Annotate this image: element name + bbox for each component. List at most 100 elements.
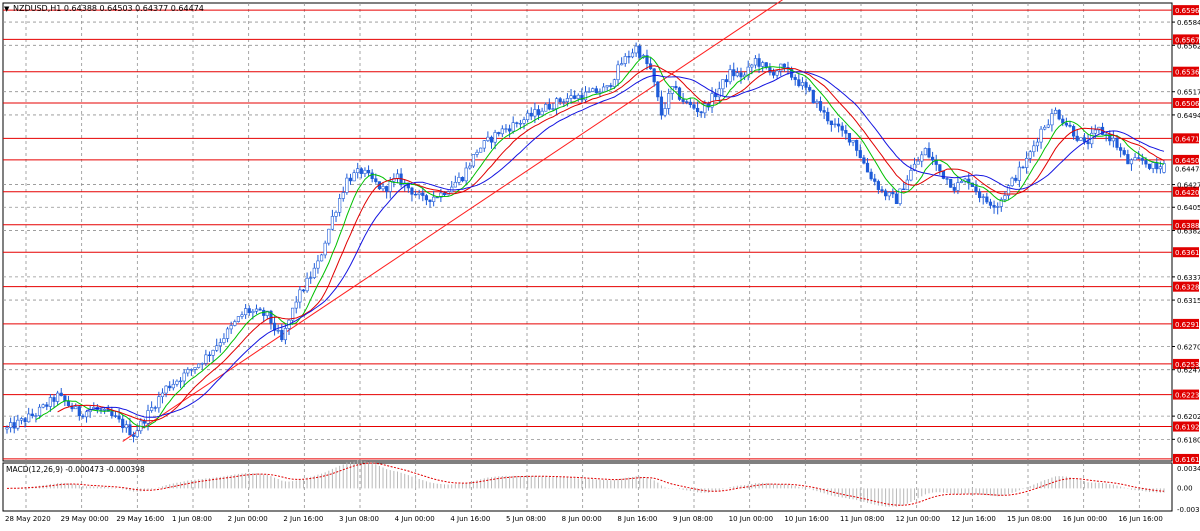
candle-body (873, 178, 877, 182)
candle-body (757, 58, 761, 67)
candle-body (923, 148, 927, 156)
dropdown-icon[interactable]: ▼ (4, 5, 10, 13)
candle-body (558, 98, 562, 103)
candle-body (732, 69, 736, 77)
candle-body (417, 192, 421, 196)
candle-body (949, 178, 953, 188)
candle-body (19, 418, 24, 421)
candle-body (1050, 113, 1054, 126)
candle-body (616, 64, 620, 81)
candle-body (385, 186, 389, 192)
candle-body (1035, 141, 1040, 147)
candle-body (189, 369, 193, 371)
candle-body (479, 147, 483, 153)
candle-body (956, 182, 960, 191)
level-price-tag (1173, 318, 1199, 329)
candle-body (52, 397, 56, 402)
candle-body (482, 140, 486, 149)
level-price-tag (1173, 66, 1199, 77)
level-price-tag (1173, 358, 1199, 369)
candle-body (247, 308, 251, 313)
candle-body (1158, 166, 1162, 170)
trendline[interactable] (122, 0, 792, 442)
candle-body (840, 125, 844, 131)
candle-body (829, 120, 833, 126)
candle-body (865, 162, 870, 173)
candle-body (851, 139, 855, 143)
level-price-label: 0.65677 (1175, 36, 1200, 44)
candle-body (1010, 177, 1014, 186)
macd-plot-area[interactable] (2, 462, 1173, 512)
candle-body (16, 419, 20, 429)
candle-body (171, 383, 175, 389)
candle-body (634, 45, 638, 54)
candle-body (1115, 137, 1119, 148)
candle-body (645, 55, 649, 65)
candle-body (826, 111, 830, 122)
moving-average-line (86, 71, 1165, 418)
candle-body (858, 150, 862, 159)
candle-body (891, 192, 895, 195)
macd-signal-line (6, 462, 1165, 506)
candle-body (182, 372, 186, 382)
candle-body (750, 64, 754, 68)
candle-body (251, 310, 255, 313)
horizontal-levels[interactable]: 0.65961 0.65677 0.65364 0.65061 0.64718 0.645… (3, 5, 1200, 464)
candle-body (970, 182, 974, 187)
candle-body (200, 363, 204, 365)
candle-body (178, 380, 183, 383)
candle-body (1061, 118, 1065, 124)
candle-body (656, 81, 660, 98)
candle-body (204, 354, 208, 364)
candle-body (526, 112, 530, 121)
candle-body (782, 63, 786, 68)
candle-body (442, 192, 447, 196)
candle-body (301, 289, 306, 292)
candle-body (674, 86, 678, 89)
candle-body (294, 301, 298, 309)
candle-body (283, 328, 288, 341)
candle-body (902, 188, 906, 191)
candle-body (160, 392, 165, 398)
candle-body (609, 85, 613, 87)
time-axis-label: 5 Jun 08:00 (506, 515, 546, 523)
candle-body (659, 96, 664, 116)
time-axis-label: 11 Jun 08:00 (840, 515, 884, 523)
candle-body (309, 277, 313, 279)
candle-body (768, 67, 772, 73)
candle-body (124, 424, 128, 429)
symbol-header: NZDUSD,H1 0.64388 0.64503 0.64377 0.6447… (13, 4, 204, 13)
candle-body (945, 178, 949, 180)
candle-body (565, 98, 570, 102)
candle-body (27, 413, 31, 423)
candle-body (1028, 151, 1032, 159)
candle-body (153, 407, 157, 409)
candle-body (1140, 158, 1144, 161)
candle-body (99, 409, 103, 411)
candle-body (601, 86, 606, 93)
time-axis-label: 16 Jun 16:00 (1118, 515, 1162, 523)
candle-body (638, 45, 642, 58)
candle-body (229, 325, 233, 330)
candle-body (562, 101, 566, 103)
time-axis[interactable]: 28 May 2020 29 May 00:00 29 May 16:00 1 Jun… (5, 515, 1163, 523)
candle-body (493, 132, 497, 143)
trendline-group[interactable] (122, 0, 792, 442)
candle-body (692, 104, 696, 109)
candle-body (291, 307, 295, 321)
candle-body (338, 198, 342, 213)
candle-body (1079, 137, 1083, 141)
candle-body (591, 88, 595, 92)
candle-body (258, 308, 262, 311)
candle-body (77, 406, 81, 417)
candle-body (920, 154, 924, 162)
price-tick-label: 0.63375 (1177, 274, 1200, 282)
moving-averages (35, 56, 1165, 428)
level-price-label: 0.62531 (1175, 361, 1200, 369)
